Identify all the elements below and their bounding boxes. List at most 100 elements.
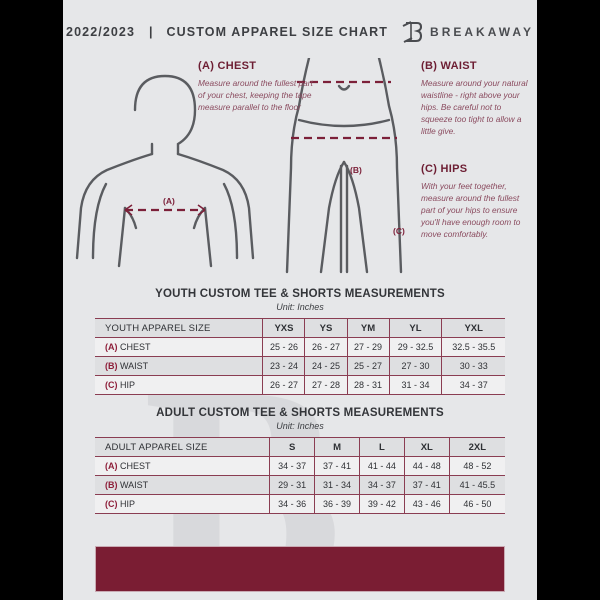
adult-row-0-code: (A): [105, 461, 118, 471]
lower-body-figure-icon: [285, 58, 403, 274]
brand-logo: BREAKAWAY: [402, 20, 534, 44]
adult-col-1: M: [314, 437, 360, 457]
youth-row-1-code: (B): [105, 361, 118, 371]
brand-name: BREAKAWAY: [430, 25, 534, 39]
adult-cell: 41 - 44: [358, 456, 405, 476]
callout-chest: (A) CHEST Measure around the fullest par…: [198, 60, 316, 113]
youth-row-2-label: (C) HIP: [95, 375, 263, 395]
front-torso-figure-icon: [75, 74, 255, 268]
youth-cell: 31 - 34: [388, 375, 442, 395]
adult-row-1-name: WAIST: [120, 480, 149, 490]
adult-row-0-name: CHEST: [120, 461, 151, 471]
table-row: (B) WAIST 23 - 24 24 - 25 25 - 27 27 - 3…: [95, 356, 505, 376]
table-row: (C) HIP 34 - 36 36 - 39 39 - 42 43 - 46 …: [95, 494, 505, 514]
callout-hips-title: (C) HIPS: [421, 163, 468, 175]
youth-row-2-code: (C): [105, 380, 118, 390]
measurement-diagram: (A) (B) (C) (A) CHE: [73, 58, 528, 276]
adult-col-4: 2XL: [448, 437, 505, 457]
adult-cell: 44 - 48: [403, 456, 450, 476]
adult-cell: 37 - 41: [403, 475, 450, 495]
adult-cell: 46 - 50: [448, 494, 505, 514]
footer-banner: [95, 546, 505, 592]
adult-row-0-label: (A) CHEST: [95, 456, 270, 476]
adult-cell: 31 - 34: [314, 475, 360, 495]
youth-col-1: YS: [304, 318, 348, 338]
youth-col-4: YXL: [441, 318, 505, 338]
adult-cell: 34 - 37: [358, 475, 405, 495]
youth-col-2: YM: [346, 318, 390, 338]
youth-cell: 30 - 33: [441, 356, 505, 376]
youth-cell: 23 - 24: [262, 356, 305, 376]
youth-table-title: YOUTH CUSTOM TEE & SHORTS MEASUREMENTS: [155, 288, 445, 300]
page-title: CUSTOM APPAREL SIZE CHART: [166, 25, 389, 39]
adult-col-0: S: [269, 437, 315, 457]
page-header: 2022/2023 | CUSTOM APPAREL SIZE CHART BR…: [63, 0, 537, 58]
youth-row-2-name: HIP: [120, 380, 136, 390]
callout-waist-body: Measure around your natural waistline - …: [421, 78, 528, 137]
youth-size-table: YOUTH APPAREL SIZE YXS YS YM YL YXL (A) …: [95, 318, 505, 395]
adult-row-1-label: (B) WAIST: [95, 475, 270, 495]
season-label: 2022/2023: [66, 25, 136, 39]
callout-hips-body: With your feet together, measure around …: [421, 181, 521, 240]
adult-table-unit: Unit: Inches: [276, 421, 324, 431]
youth-col-0: YXS: [262, 318, 305, 338]
breakaway-b-monogram-icon: [402, 21, 423, 43]
adult-table-title: ADULT CUSTOM TEE & SHORTS MEASUREMENTS: [156, 407, 444, 419]
adult-cell: 39 - 42: [358, 494, 405, 514]
adult-row-2-label: (C) HIP: [95, 494, 270, 514]
youth-cell: 27 - 28: [304, 375, 348, 395]
youth-row-1-label: (B) WAIST: [95, 356, 263, 376]
youth-row-1-name: WAIST: [120, 361, 149, 371]
youth-cell: 26 - 27: [304, 337, 348, 357]
callout-waist: (B) WAIST Measure around your natural wa…: [421, 60, 533, 137]
youth-cell: 32.5 - 35.5: [441, 337, 505, 357]
youth-row-0-label: (A) CHEST: [95, 337, 263, 357]
youth-cell: 28 - 31: [346, 375, 390, 395]
adult-cell: 34 - 37: [269, 456, 315, 476]
adult-row-2-code: (C): [105, 499, 118, 509]
size-chart-page: B 2022/2023 | CUSTOM APPAREL SIZE CHART …: [63, 0, 537, 600]
adult-row-2-name: HIP: [120, 499, 136, 509]
youth-table-block: YOUTH CUSTOM TEE & SHORTS MEASUREMENTS U…: [95, 288, 505, 395]
adult-size-table: ADULT APPAREL SIZE S M L XL 2XL (A) CHES…: [95, 437, 505, 514]
table-row: (A) CHEST 25 - 26 26 - 27 27 - 29 29 - 3…: [95, 337, 505, 357]
table-header-row: ADULT APPAREL SIZE S M L XL 2XL: [95, 437, 505, 457]
youth-cell: 34 - 37: [441, 375, 505, 395]
youth-row-0-name: CHEST: [120, 342, 151, 352]
callout-chest-title: (A) CHEST: [198, 60, 257, 72]
marker-waist: (B): [350, 165, 362, 175]
youth-size-label: YOUTH APPAREL SIZE: [95, 318, 263, 338]
youth-cell: 25 - 26: [262, 337, 305, 357]
adult-cell: 34 - 36: [269, 494, 315, 514]
header-separator: |: [149, 25, 153, 39]
adult-row-1-code: (B): [105, 480, 118, 490]
youth-cell: 25 - 27: [346, 356, 390, 376]
callout-waist-title: (B) WAIST: [421, 60, 477, 72]
youth-cell: 29 - 32.5: [388, 337, 442, 357]
table-header-row: YOUTH APPAREL SIZE YXS YS YM YL YXL: [95, 318, 505, 338]
table-row: (A) CHEST 34 - 37 37 - 41 41 - 44 44 - 4…: [95, 456, 505, 476]
callout-chest-body: Measure around the fullest part of your …: [198, 78, 313, 113]
youth-row-0-code: (A): [105, 342, 118, 352]
adult-cell: 43 - 46: [403, 494, 450, 514]
youth-col-3: YL: [388, 318, 442, 338]
adult-cell: 29 - 31: [269, 475, 315, 495]
adult-cell: 37 - 41: [314, 456, 360, 476]
callout-hips: (C) HIPS With your feet together, measur…: [421, 163, 533, 240]
youth-cell: 27 - 29: [346, 337, 390, 357]
youth-table-unit: Unit: Inches: [276, 302, 324, 312]
youth-cell: 26 - 27: [262, 375, 305, 395]
adult-cell: 36 - 39: [314, 494, 360, 514]
youth-cell: 24 - 25: [304, 356, 348, 376]
adult-col-3: XL: [403, 437, 450, 457]
table-row: (C) HIP 26 - 27 27 - 28 28 - 31 31 - 34 …: [95, 375, 505, 395]
adult-cell: 41 - 45.5: [448, 475, 505, 495]
adult-size-label: ADULT APPAREL SIZE: [95, 437, 270, 457]
youth-cell: 27 - 30: [388, 356, 442, 376]
table-row: (B) WAIST 29 - 31 31 - 34 34 - 37 37 - 4…: [95, 475, 505, 495]
adult-table-block: ADULT CUSTOM TEE & SHORTS MEASUREMENTS U…: [95, 407, 505, 514]
marker-hips: (C): [393, 226, 405, 236]
adult-cell: 48 - 52: [448, 456, 505, 476]
marker-chest: (A): [163, 196, 175, 206]
adult-col-2: L: [358, 437, 405, 457]
